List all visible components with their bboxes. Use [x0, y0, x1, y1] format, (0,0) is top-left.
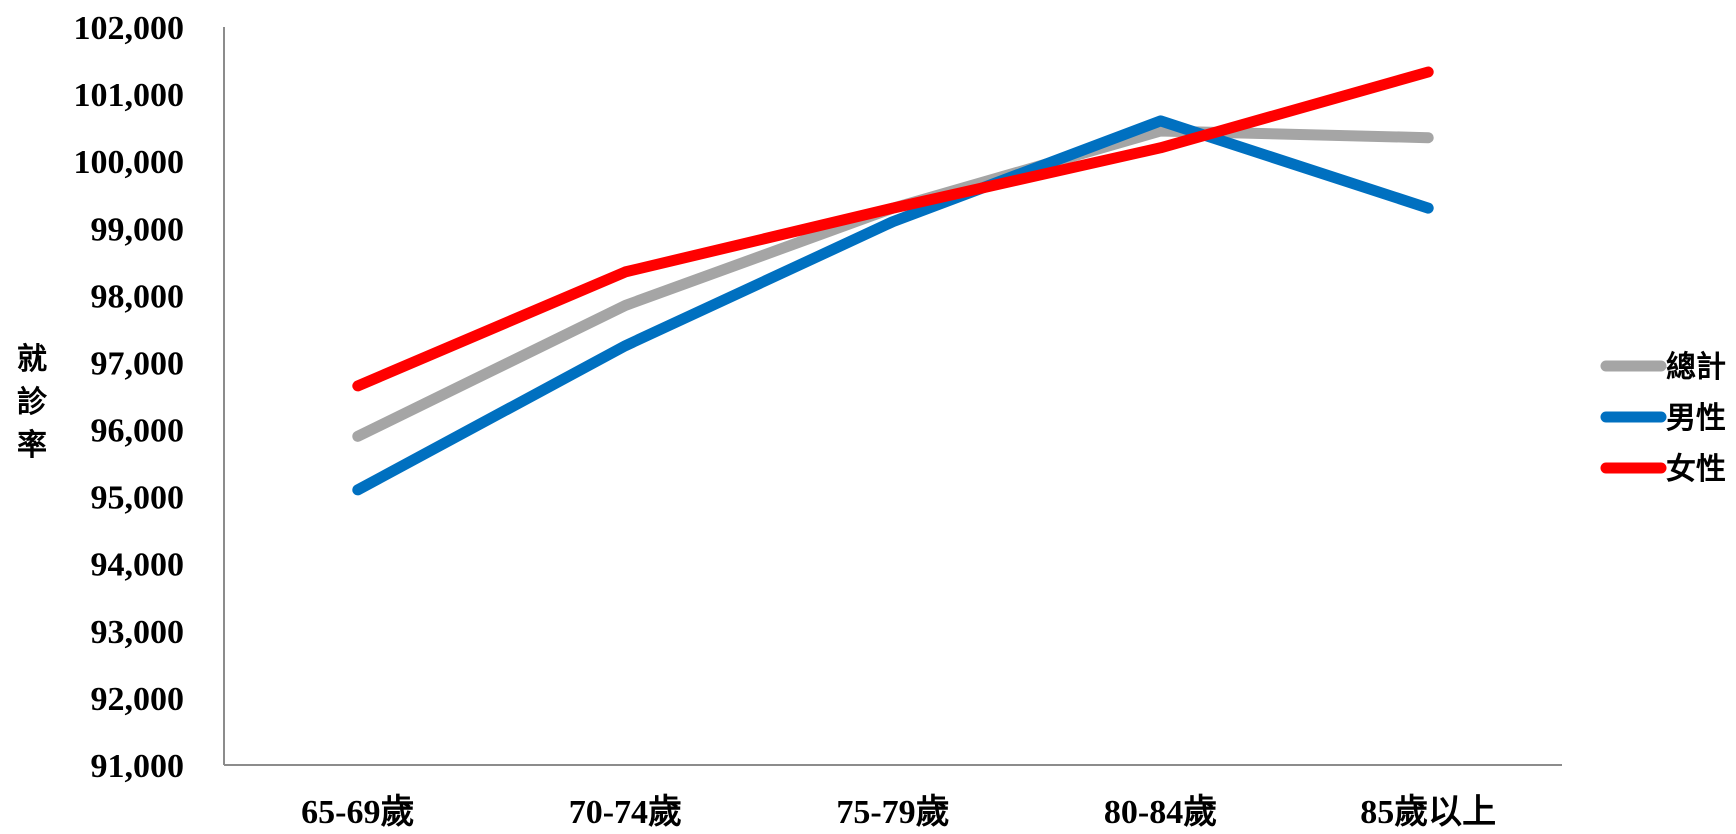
- y-tick-label: 94,000: [91, 547, 185, 584]
- x-tick-label: 85歲以上: [1360, 793, 1496, 829]
- x-tick-label: 70-74歲: [569, 793, 682, 829]
- y-tick-label: 102,000: [74, 10, 185, 47]
- y-tick-label: 96,000: [91, 413, 185, 450]
- y-axis-label: 就診率: [17, 343, 48, 462]
- x-tick-label: 75-79歲: [836, 793, 949, 829]
- series-line-1: [352, 125, 1434, 442]
- axes: 91,000 92,000 93,000 94,000 95,000 96,000 97,0…: [17, 10, 1562, 831]
- y-tick-label: 97,000: [91, 345, 185, 382]
- y-tick-label: 95,000: [91, 480, 185, 517]
- legend-label: 男性: [1666, 402, 1726, 435]
- x-tick-label: 65-69歲: [301, 793, 414, 829]
- legend-label: 總計: [1666, 350, 1726, 384]
- y-tick-label: 101,000: [74, 77, 185, 114]
- y-tick-label: 91,000: [91, 748, 185, 785]
- y-tick-label: 100,000: [74, 144, 185, 181]
- series-line-3: [352, 66, 1434, 392]
- legend-label: 女性: [1666, 452, 1726, 486]
- series-lines: [352, 66, 1434, 496]
- series-line-2: [352, 115, 1434, 496]
- y-tick-label: 93,000: [91, 614, 185, 651]
- y-tick-label: 98,000: [91, 278, 185, 315]
- x-tick-label: 80-84歲: [1104, 793, 1217, 829]
- y-tick-label: 92,000: [91, 681, 185, 718]
- y-tick-label: 99,000: [91, 211, 185, 248]
